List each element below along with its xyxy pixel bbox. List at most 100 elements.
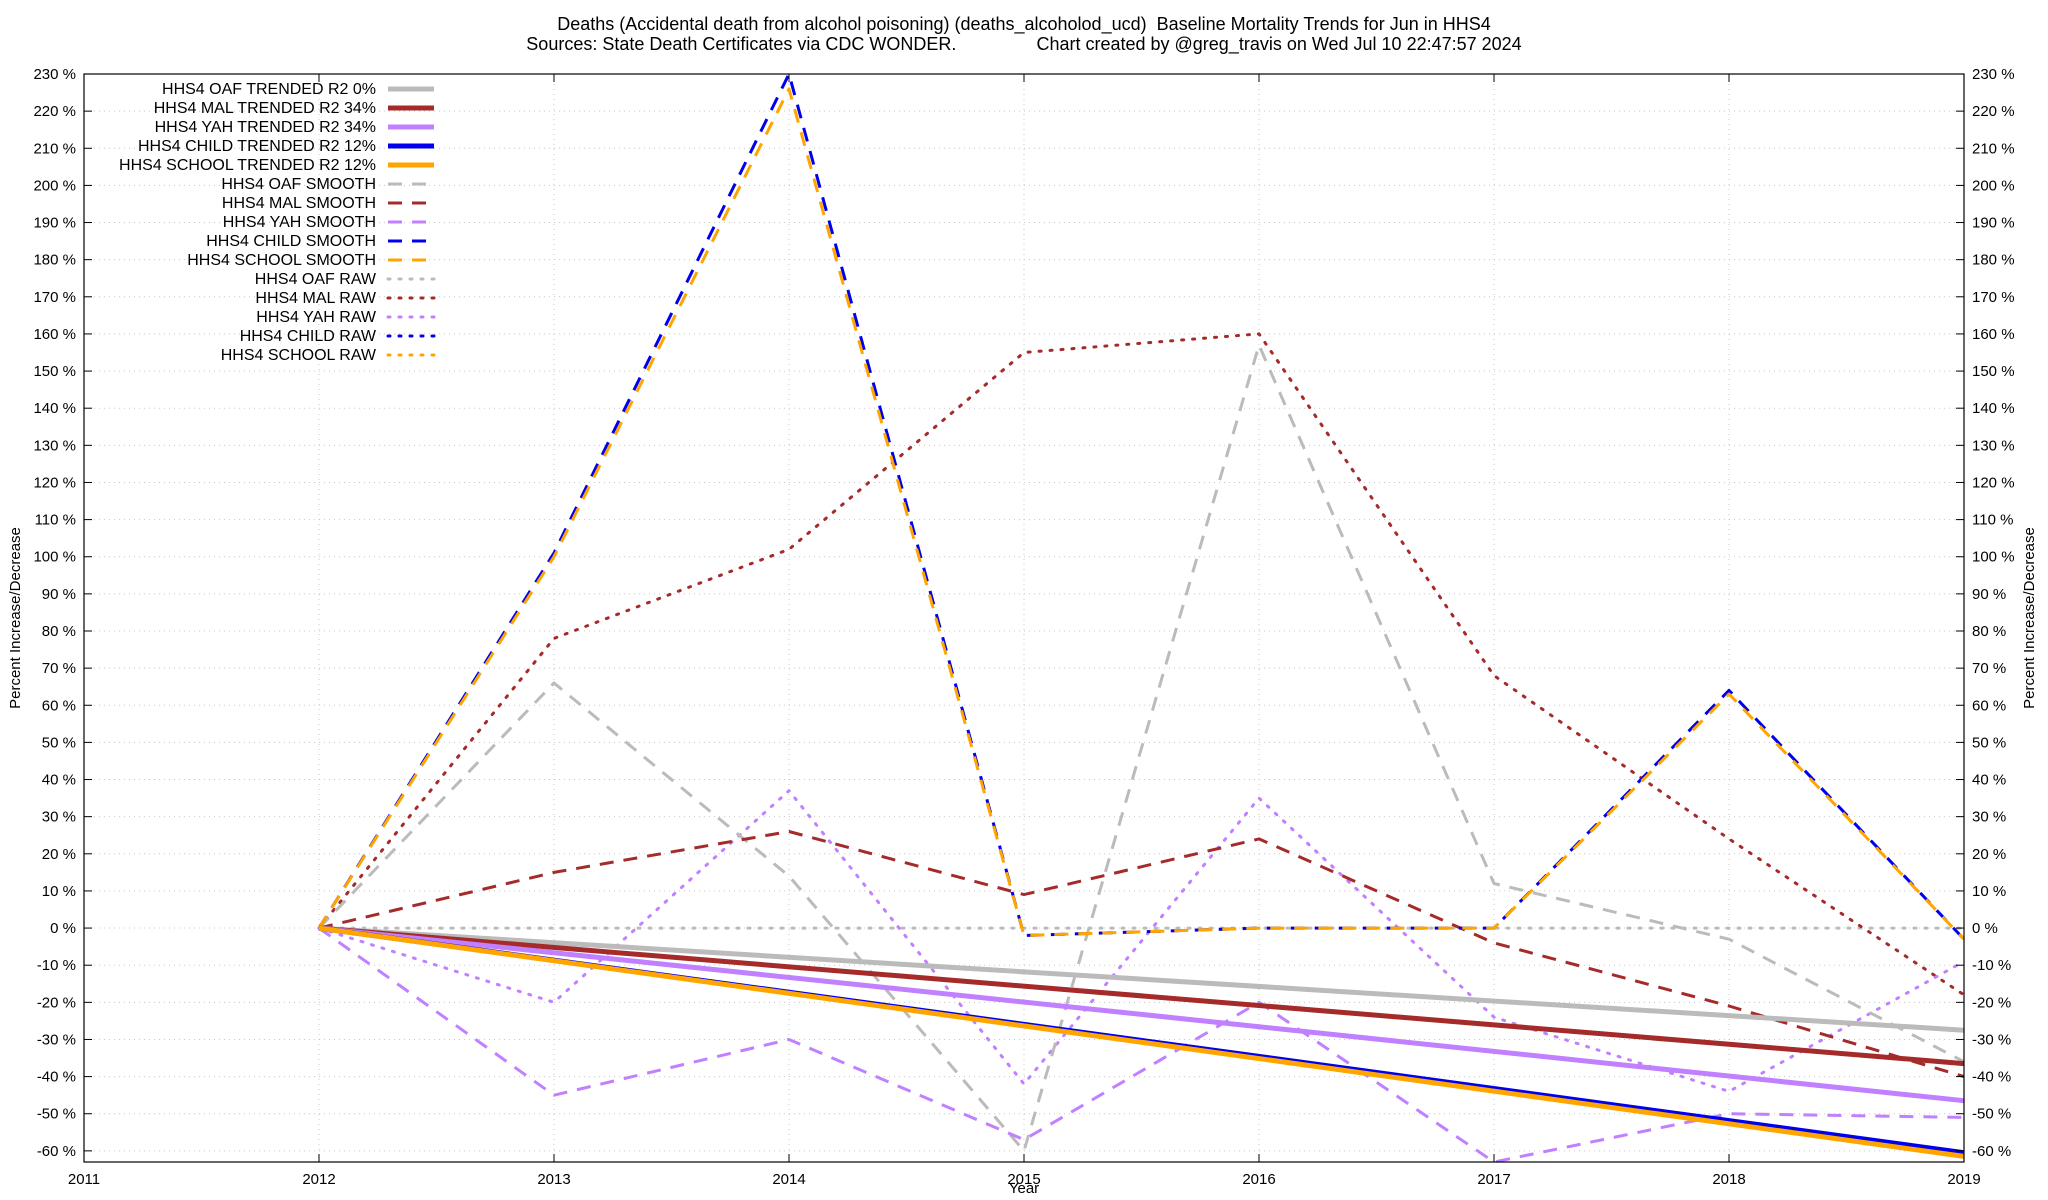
y-tick-label: 190 %	[33, 215, 76, 232]
y2-tick-label: 180 %	[1972, 252, 2015, 269]
x-tick-label: 2016	[1242, 1171, 1275, 1188]
y2-axis-label: Percent Increase/Decrease	[2021, 527, 2038, 709]
y-tick-label: 90 %	[42, 586, 76, 603]
y2-tick-label: 200 %	[1972, 177, 2015, 194]
axes: 230 % 230 % 220 % 220 % 210 % 210 % 200 % 200 %…	[7, 66, 2038, 1197]
y2-tick-label: 120 %	[1972, 474, 2015, 491]
y2-tick-label: 230 %	[1972, 66, 2015, 83]
series-line-8	[317, 72, 1966, 941]
y2-tick-label: 130 %	[1972, 437, 2015, 454]
legend-label: HHS4 MAL RAW	[255, 290, 377, 307]
y2-tick-label: 190 %	[1972, 215, 2015, 232]
y-tick-label: 20 %	[42, 846, 76, 863]
y-tick-label: 100 %	[33, 549, 76, 566]
legend-label: HHS4 CHILD SMOOTH	[206, 233, 376, 250]
y-tick-label: 220 %	[33, 103, 76, 120]
legend-label: HHS4 CHILD RAW	[240, 328, 377, 345]
x-axis-label: Year	[1009, 1180, 1039, 1197]
y-tick-label: -10 %	[37, 957, 76, 974]
y2-tick-label: 170 %	[1972, 289, 2015, 306]
y2-tick-label: 60 %	[1972, 697, 2006, 714]
legend-label: HHS4 SCHOOL TRENDED R2 12%	[119, 157, 376, 174]
y-tick-label: 110 %	[35, 512, 76, 529]
series-line-11	[317, 332, 1966, 997]
y-tick-label: 210 %	[33, 140, 76, 157]
y-tick-label: 170 %	[33, 289, 76, 306]
series-line-7	[318, 926, 1965, 1164]
x-tick-label: 2014	[772, 1171, 805, 1188]
legend-label: HHS4 YAH SMOOTH	[223, 214, 376, 231]
y-tick-label: -20 %	[37, 994, 76, 1011]
y2-tick-label: -20 %	[1972, 994, 2011, 1011]
legend-label: HHS4 YAH RAW	[256, 309, 377, 326]
y-tick-label: 230 %	[33, 66, 76, 83]
y-tick-label: 70 %	[42, 660, 76, 677]
legend-label: HHS4 SCHOOL SMOOTH	[187, 252, 376, 269]
y2-tick-label: 0 %	[1972, 920, 1998, 937]
x-tick-label: 2015	[1007, 1171, 1040, 1188]
chart-title: Deaths (Accidental death from alcohol po…	[557, 14, 1491, 34]
x-tick-label: 2019	[1947, 1171, 1980, 1188]
x-tick-label: 2012	[302, 1171, 335, 1188]
series-line-4	[318, 925, 1965, 1159]
y-axis-label: Percent Increase/Decrease	[7, 527, 24, 709]
series-line-9	[317, 87, 1966, 941]
x-tick-label: 2018	[1712, 1171, 1745, 1188]
y2-tick-label: -60 %	[1972, 1143, 2011, 1160]
y-tick-label: 180 %	[33, 252, 76, 269]
y-tick-label: 0 %	[50, 920, 76, 937]
y2-tick-label: 140 %	[1972, 400, 2015, 417]
y-tick-label: 80 %	[42, 623, 76, 640]
y2-tick-label: 110 %	[1972, 512, 2013, 529]
y2-tick-label: -40 %	[1972, 1069, 2011, 1086]
y-tick-label: 140 %	[33, 400, 76, 417]
y-tick-label: 50 %	[42, 734, 76, 751]
legend-label: HHS4 YAH TRENDED R2 34%	[155, 119, 376, 136]
series-group	[317, 72, 1966, 1164]
y2-tick-label: -50 %	[1972, 1106, 2011, 1123]
legend-label: HHS4 OAF TRENDED R2 0%	[162, 81, 376, 98]
y2-tick-label: 100 %	[1972, 549, 2015, 566]
y2-tick-label: 80 %	[1972, 623, 2006, 640]
y2-tick-label: 70 %	[1972, 660, 2006, 677]
y2-tick-label: -10 %	[1972, 957, 2011, 974]
series-line-6	[318, 830, 1965, 1079]
x-tick-label: 2011	[68, 1171, 100, 1188]
y2-tick-label: -30 %	[1972, 1031, 2011, 1048]
y-tick-label: 160 %	[33, 326, 76, 343]
y2-tick-label: 150 %	[1972, 363, 2015, 380]
y-tick-label: 200 %	[33, 177, 76, 194]
legend-label: HHS4 MAL TRENDED R2 34%	[154, 100, 376, 117]
y2-tick-label: 40 %	[1972, 772, 2006, 789]
y-tick-label: 60 %	[42, 697, 76, 714]
y-tick-label: -50 %	[37, 1106, 76, 1123]
y2-tick-label: 210 %	[1972, 140, 2015, 157]
y2-tick-label: 160 %	[1972, 326, 2015, 343]
y2-tick-label: 50 %	[1972, 734, 2006, 751]
y2-tick-label: 20 %	[1972, 846, 2006, 863]
series-line-1	[318, 925, 1965, 1067]
series-line-5	[317, 343, 1965, 1153]
x-tick-label: 2013	[537, 1171, 570, 1188]
y-tick-label: 30 %	[42, 809, 76, 826]
y-tick-label: 150 %	[33, 363, 76, 380]
y-tick-label: 130 %	[33, 437, 76, 454]
y2-tick-label: 30 %	[1972, 809, 2006, 826]
chart-subtitle: Sources: State Death Certificates via CD…	[526, 34, 1522, 54]
y-tick-label: -60 %	[37, 1143, 76, 1160]
legend-label: HHS4 OAF SMOOTH	[221, 176, 376, 193]
legend-label: HHS4 SCHOOL RAW	[221, 347, 377, 364]
y2-tick-label: 10 %	[1972, 883, 2006, 900]
y2-tick-label: 220 %	[1972, 103, 2015, 120]
legend-label: HHS4 MAL SMOOTH	[222, 195, 376, 212]
legend-label: HHS4 OAF RAW	[255, 271, 377, 288]
x-tick-label: 2017	[1477, 1171, 1510, 1188]
y-tick-label: 10 %	[42, 883, 76, 900]
series-line-0	[318, 925, 1965, 1033]
series-line-2	[318, 925, 1965, 1104]
legend: HHS4 OAF TRENDED R2 0% HHS4 MAL TRENDED R…	[119, 81, 436, 364]
y-tick-label: 40 %	[42, 772, 76, 789]
y-tick-label: -30 %	[37, 1031, 76, 1048]
y-tick-label: 120 %	[33, 474, 76, 491]
